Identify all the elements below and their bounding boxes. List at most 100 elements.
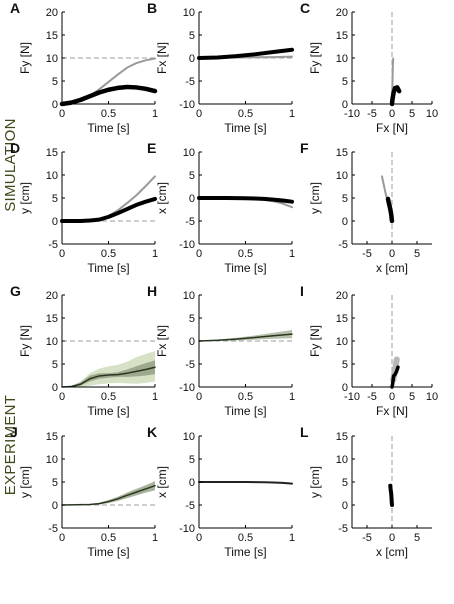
y-tick-label-c-2: 10 <box>336 53 348 65</box>
y-tick-label-h-4: 10 <box>183 290 195 302</box>
y-tick-label-h-2: 0 <box>189 336 195 348</box>
y-tick-label-g-2: 10 <box>46 336 58 348</box>
section-label-simulation: SIMULATION <box>2 118 19 212</box>
series-a-1 <box>59 84 158 107</box>
y-tick-label-a-4: 20 <box>46 7 58 19</box>
x-tick-label-g-0: 0 <box>59 391 65 403</box>
x-axis-label-g: Time [s] <box>87 404 129 418</box>
x-tick-label-i-4: 10 <box>426 391 438 403</box>
y-axis-label-c: Fy [N] <box>308 42 322 74</box>
y-tick-label-f-0: -5 <box>338 239 348 251</box>
x-tick-label-b-1: 0.5 <box>238 108 253 120</box>
y-tick-label-c-1: 5 <box>342 76 348 88</box>
y-axis-label-h: Fx [N] <box>155 325 169 357</box>
y-tick-label-i-2: 10 <box>336 336 348 348</box>
y-tick-label-e-1: -5 <box>185 216 195 228</box>
panel-h: H -10 -5 0 5 10 0 0.5 1 Time [s] Fx [N] <box>147 283 295 418</box>
y-tick-label-h-1: -5 <box>185 359 195 371</box>
band-g-0 <box>62 351 155 387</box>
panel-e: E -10 -5 0 5 10 0 0.5 1 Time [s] x [cm] <box>147 140 295 275</box>
y-tick-label-a-0: 0 <box>52 99 58 111</box>
panel-label-c: C <box>300 0 310 16</box>
x-tick-label-c-2: 0 <box>389 108 395 120</box>
y-tick-label-k-2: 0 <box>189 477 195 489</box>
panel-label-k: K <box>147 424 157 440</box>
panel-l: L -5 0 5 10 15 -5 0 5 x [cm] y [cm] <box>300 424 432 559</box>
x-tick-label-f-2: 5 <box>414 248 420 260</box>
y-tick-label-l-2: 5 <box>342 477 348 489</box>
y-tick-label-g-1: 5 <box>52 359 58 371</box>
y-tick-label-d-4: 15 <box>46 147 58 159</box>
x-tick-label-j-1: 0.5 <box>101 532 116 544</box>
x-tick-label-f-1: 0 <box>389 248 395 260</box>
x-tick-label-d-2: 1 <box>152 248 158 260</box>
y-tick-label-g-3: 15 <box>46 313 58 325</box>
y-axis-label-b: Fx [N] <box>155 42 169 74</box>
x-tick-label-g-2: 1 <box>152 391 158 403</box>
panel-a: A 0 5 10 15 20 0 0.5 1 Time [s] Fy [N] <box>10 0 158 135</box>
y-tick-label-b-2: 0 <box>189 53 195 65</box>
y-axis-label-j: y [cm] <box>18 466 32 498</box>
y-axis-label-k: x [cm] <box>155 466 169 498</box>
y-tick-label-k-1: -5 <box>185 500 195 512</box>
y-tick-label-c-4: 20 <box>336 7 348 19</box>
x-axis-label-d: Time [s] <box>87 261 129 275</box>
y-axis-label-g: Fy [N] <box>18 325 32 357</box>
x-tick-label-i-0: -10 <box>344 391 360 403</box>
x-tick-label-e-2: 1 <box>289 248 295 260</box>
y-tick-label-j-4: 15 <box>46 431 58 443</box>
panel-label-h: H <box>147 283 157 299</box>
series-l-0 <box>388 483 394 507</box>
panel-label-a: A <box>10 0 20 16</box>
y-tick-label-i-3: 15 <box>336 313 348 325</box>
x-axis-label-h: Time [s] <box>224 404 266 418</box>
x-tick-label-h-1: 0.5 <box>238 391 253 403</box>
x-tick-label-c-0: -10 <box>344 108 360 120</box>
panel-label-l: L <box>300 424 309 440</box>
x-tick-label-h-2: 1 <box>289 391 295 403</box>
y-tick-label-i-1: 5 <box>342 359 348 371</box>
y-tick-label-d-0: -5 <box>48 239 58 251</box>
x-tick-label-d-1: 0.5 <box>101 248 116 260</box>
y-tick-label-j-2: 5 <box>52 477 58 489</box>
x-tick-label-b-2: 1 <box>289 108 295 120</box>
x-tick-label-k-2: 1 <box>289 532 295 544</box>
y-tick-label-l-4: 15 <box>336 431 348 443</box>
y-tick-label-i-0: 0 <box>342 382 348 394</box>
y-axis-label-l: y [cm] <box>308 466 322 498</box>
y-tick-label-c-3: 15 <box>336 30 348 42</box>
y-tick-label-d-3: 10 <box>46 170 58 182</box>
y-axis-label-f: y [cm] <box>308 182 322 214</box>
x-tick-label-i-2: 0 <box>389 391 395 403</box>
y-axis-label-i: Fy [N] <box>308 325 322 357</box>
y-tick-label-b-3: 5 <box>189 30 195 42</box>
y-tick-label-d-1: 0 <box>52 216 58 228</box>
y-tick-label-b-1: -5 <box>185 76 195 88</box>
y-tick-label-l-3: 10 <box>336 454 348 466</box>
x-tick-label-h-0: 0 <box>196 391 202 403</box>
band-j-0 <box>62 481 155 505</box>
band-h-0 <box>199 329 292 342</box>
y-axis-label-a: Fy [N] <box>18 42 32 74</box>
x-tick-label-d-0: 0 <box>59 248 65 260</box>
y-tick-label-l-1: 0 <box>342 500 348 512</box>
section-label-experiment: EXPERIMENT <box>2 395 19 496</box>
x-axis-label-k: Time [s] <box>224 545 266 559</box>
x-tick-label-b-0: 0 <box>196 108 202 120</box>
y-axis-label-e: x [cm] <box>155 182 169 214</box>
panel-label-d: D <box>10 140 20 156</box>
panel-label-i: I <box>300 283 304 299</box>
y-tick-label-i-4: 20 <box>336 290 348 302</box>
series-k-0 <box>198 481 293 485</box>
y-tick-label-k-3: 5 <box>189 454 195 466</box>
x-tick-label-c-1: -5 <box>367 108 377 120</box>
panel-label-g: G <box>10 283 21 299</box>
y-tick-label-j-3: 10 <box>46 454 58 466</box>
x-tick-label-a-0: 0 <box>59 108 65 120</box>
y-tick-label-e-3: 5 <box>189 170 195 182</box>
panel-label-f: F <box>300 140 309 156</box>
y-tick-label-l-0: -5 <box>338 523 348 535</box>
y-tick-label-f-3: 10 <box>336 170 348 182</box>
